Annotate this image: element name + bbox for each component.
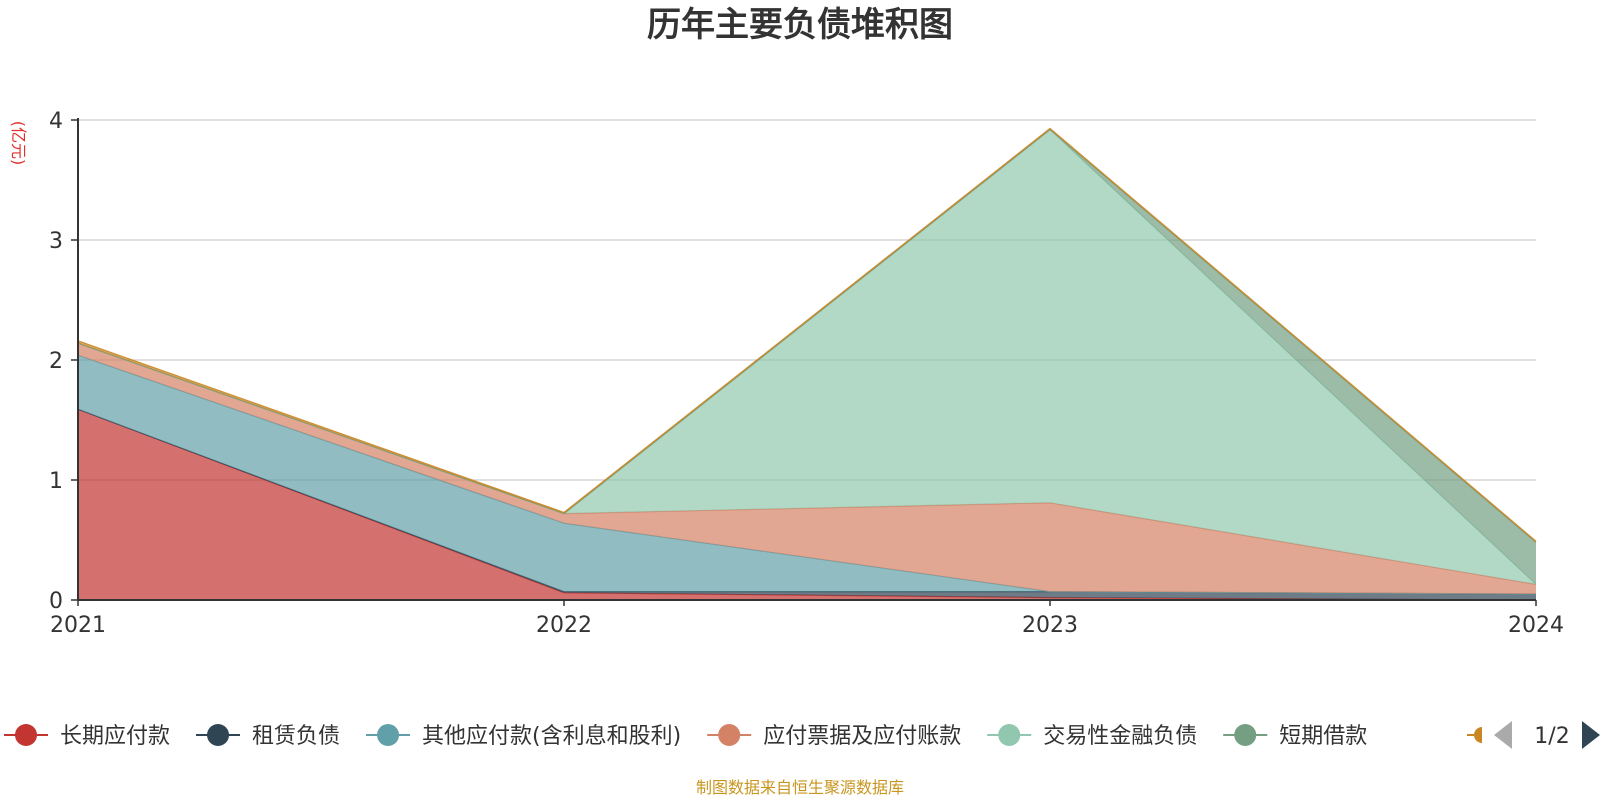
y-tick-label: 4 [49, 109, 63, 134]
legend-label: 其他应付款(含利息和股利) [422, 724, 681, 749]
legend-marker-icon [718, 724, 741, 746]
x-tick-label: 2024 [1508, 613, 1564, 638]
legend-item[interactable]: 短期借款 [1223, 724, 1367, 749]
legend-label: 交易性金融负债 [1043, 724, 1197, 749]
legend-marker-icon [15, 724, 37, 746]
legend[interactable]: 长期应付款 租赁负债 其他应付款(含利息和股利) 应付票据及应付账款 交易性金融负债 短期… [4, 724, 1482, 749]
x-tick-label: 2021 [50, 613, 106, 638]
area-series-0 [78, 409, 1536, 600]
area-series-3 [78, 343, 1536, 594]
legend-item[interactable]: 长期应付款 [4, 724, 170, 749]
y-tick-label: 3 [49, 229, 63, 254]
legend-marker-icon [1474, 727, 1482, 743]
area-series [77, 127, 1537, 601]
y-tick-label: 1 [49, 469, 63, 494]
legend-pager[interactable]: 1/2 [1494, 721, 1600, 749]
y-tick-label: 2 [49, 349, 63, 374]
legend-page-indicator: 1/2 [1534, 724, 1569, 749]
legend-next-icon[interactable] [1582, 721, 1600, 749]
y-axis-unit-label: (亿元) [9, 121, 28, 166]
legend-label: 应付票据及应付账款 [763, 724, 961, 749]
area-line-6 [77, 127, 1537, 542]
y-tick-label: 0 [49, 589, 63, 614]
legend-prev-icon[interactable] [1494, 721, 1512, 749]
chart-title: 历年主要负债堆积图 [647, 5, 953, 45]
legend-label: 短期借款 [1279, 724, 1367, 749]
legend-marker-icon [1234, 724, 1257, 746]
legend-marker-icon [377, 724, 400, 746]
legend-marker-icon [998, 724, 1021, 746]
legend-item[interactable]: 交易性金融负债 [987, 724, 1197, 749]
legend-item[interactable]: 应付票据及应付账款 [707, 724, 961, 749]
data-source-note: 制图数据来自恒生聚源数据库 [696, 778, 904, 797]
legend-item-partial[interactable] [1467, 727, 1482, 743]
legend-label: 长期应付款 [60, 724, 170, 749]
legend-item[interactable]: 其他应付款(含利息和股利) [366, 724, 681, 749]
legend-marker-icon [207, 724, 230, 746]
axes: 0 1 2 3 4 2021 2022 2023 2024 [49, 109, 1564, 638]
legend-item[interactable]: 租赁负债 [196, 724, 340, 749]
area-series-2 [78, 355, 1536, 594]
legend-label: 租赁负债 [252, 724, 340, 749]
x-tick-label: 2022 [536, 613, 592, 638]
area-series-5 [78, 129, 1536, 585]
x-tick-label: 2023 [1022, 613, 1078, 638]
